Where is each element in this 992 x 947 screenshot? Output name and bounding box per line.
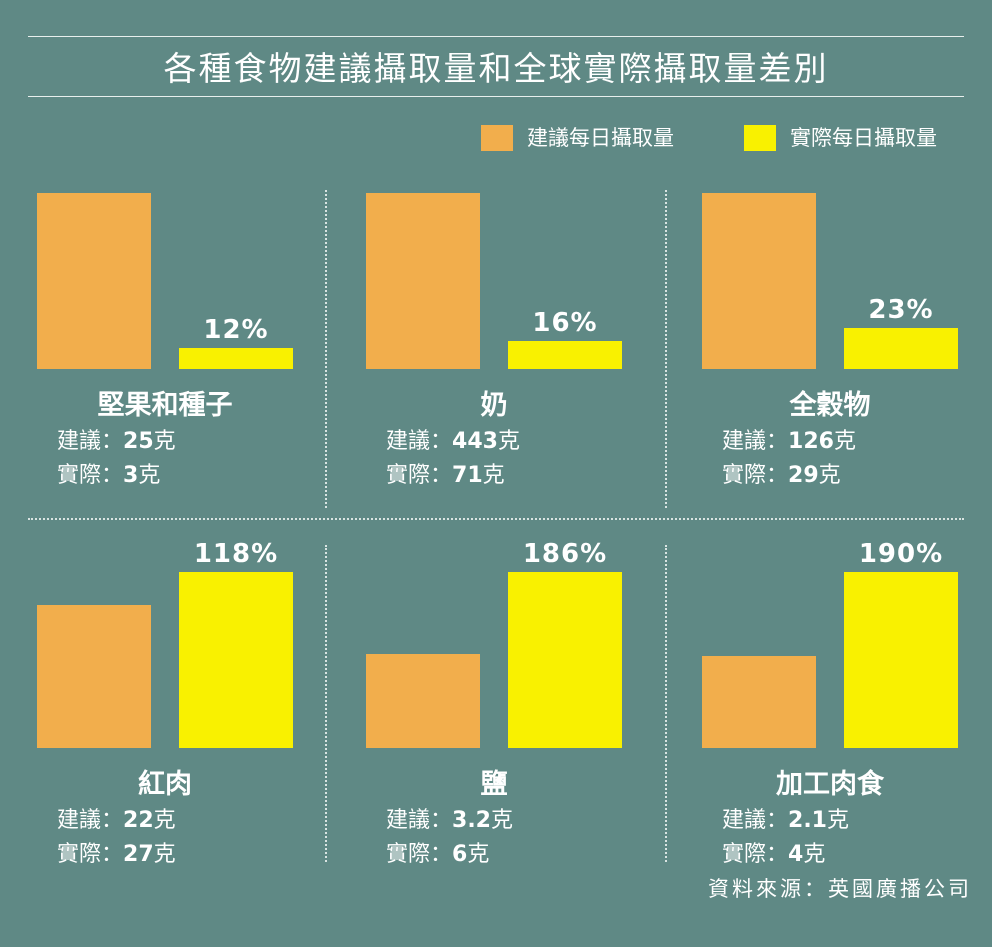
percent-label: 118% — [193, 539, 279, 569]
food-name: 奶 — [480, 390, 508, 421]
detail-prefix: 建議： — [722, 808, 789, 833]
detail-unit: 克 — [818, 463, 841, 488]
detail-prefix: 實際： — [57, 842, 124, 867]
detail-unit: 克 — [153, 842, 176, 867]
source-note: 資料來源：英國廣播公司 — [708, 877, 972, 901]
bar-recommended — [37, 604, 151, 748]
food-name: 加工肉食 — [776, 769, 884, 800]
detail-prefix: 建議： — [386, 808, 453, 833]
actual-amount: 實際：3克 — [57, 461, 160, 491]
percent-label: 190% — [858, 539, 944, 569]
recommended-amount: 建議：22克 — [57, 806, 176, 836]
legend-label-actual: 實際每日攝取量 — [790, 126, 937, 150]
detail-value: 126 — [788, 429, 834, 454]
legend-recommended: 建議每日攝取量 — [481, 124, 674, 152]
detail-unit: 克 — [153, 429, 176, 454]
bar-actual — [508, 340, 622, 369]
detail-value: 3.2 — [452, 808, 491, 833]
bar-recommended — [37, 193, 151, 369]
detail-unit: 克 — [833, 429, 856, 454]
detail-value: 6 — [452, 842, 468, 867]
bar-actual — [179, 572, 293, 748]
recommended-amount: 建議：443克 — [386, 427, 520, 457]
detail-prefix: 建議： — [57, 429, 124, 454]
detail-value: 443 — [452, 429, 498, 454]
bar-recommended — [702, 193, 816, 369]
detail-unit: 克 — [138, 463, 161, 488]
detail-value: 71 — [452, 463, 483, 488]
panel-divider — [665, 190, 667, 508]
bar-recommended — [702, 655, 816, 748]
detail-unit: 克 — [497, 429, 520, 454]
bar-actual — [844, 572, 958, 748]
detail-value: 25 — [123, 429, 154, 454]
actual-amount: 實際：4克 — [722, 840, 825, 870]
percent-label: 12% — [203, 314, 269, 345]
recommended-amount: 建議：25克 — [57, 427, 176, 457]
detail-unit: 克 — [482, 463, 505, 488]
detail-value: 27 — [123, 842, 154, 867]
legend-swatch-recommended — [481, 125, 513, 151]
percent-label: 16% — [532, 307, 598, 338]
legend-label-recommended: 建議每日攝取量 — [527, 126, 674, 150]
bar-actual — [844, 328, 958, 369]
detail-unit: 克 — [827, 808, 850, 833]
percent-label: 23% — [868, 295, 934, 326]
panel-divider — [665, 545, 667, 862]
recommended-amount: 建議：126克 — [722, 427, 856, 457]
bar-recommended — [366, 193, 480, 369]
legend-actual: 實際每日攝取量 — [744, 124, 937, 152]
row-divider — [28, 518, 964, 520]
bar-actual — [179, 347, 293, 369]
detail-prefix: 實際： — [386, 463, 453, 488]
detail-prefix: 建議： — [57, 808, 124, 833]
bar-recommended — [366, 654, 480, 748]
actual-amount: 實際：71克 — [386, 461, 505, 491]
detail-unit: 克 — [467, 842, 490, 867]
detail-value: 4 — [788, 842, 804, 867]
recommended-amount: 建議：2.1克 — [722, 806, 849, 836]
food-name: 全穀物 — [789, 390, 871, 421]
detail-prefix: 實際： — [386, 842, 453, 867]
detail-prefix: 實際： — [722, 842, 789, 867]
title-bottom-rule — [28, 96, 964, 97]
title-top-rule — [28, 36, 964, 37]
actual-amount: 實際：29克 — [722, 461, 841, 491]
actual-amount: 實際：6克 — [386, 840, 489, 870]
recommended-amount: 建議：3.2克 — [386, 806, 513, 836]
food-name: 紅肉 — [138, 769, 192, 800]
panel-divider — [325, 545, 327, 862]
detail-prefix: 實際： — [57, 463, 124, 488]
food-name: 堅果和種子 — [97, 390, 233, 421]
detail-unit: 克 — [803, 842, 826, 867]
detail-prefix: 實際： — [722, 463, 789, 488]
food-name: 鹽 — [480, 769, 508, 800]
bar-actual — [508, 572, 622, 748]
legend-swatch-actual — [744, 125, 776, 151]
panel-divider — [325, 190, 327, 508]
detail-unit: 克 — [153, 808, 176, 833]
detail-value: 29 — [788, 463, 819, 488]
detail-prefix: 建議： — [386, 429, 453, 454]
percent-label: 186% — [522, 539, 608, 569]
detail-prefix: 建議： — [722, 429, 789, 454]
chart-title: 各種食物建議攝取量和全球實際攝取量差別 — [163, 49, 829, 88]
actual-amount: 實際：27克 — [57, 840, 176, 870]
detail-value: 22 — [123, 808, 154, 833]
detail-unit: 克 — [491, 808, 514, 833]
detail-value: 3 — [123, 463, 139, 488]
detail-value: 2.1 — [788, 808, 827, 833]
